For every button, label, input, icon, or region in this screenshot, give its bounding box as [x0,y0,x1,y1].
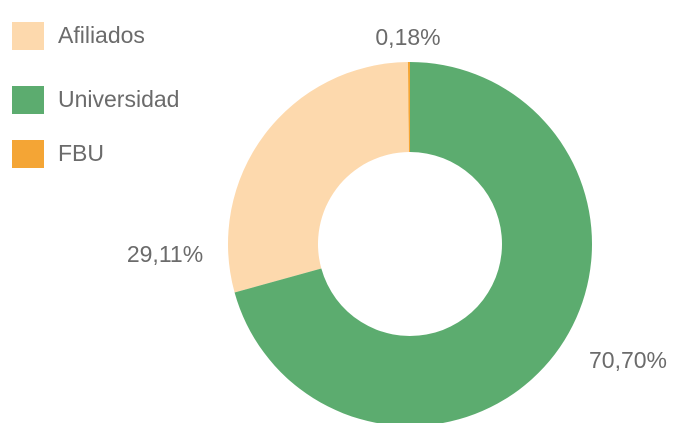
slice [407,62,410,153]
value-label: 0,18% [375,24,440,50]
legend-label: Universidad [58,86,179,112]
value-label: 70,70% [589,347,667,373]
slice [234,62,592,423]
legend-label: FBU [58,140,104,166]
legend-label: Afiliados [58,22,145,48]
legend-swatch [12,86,44,114]
value-label: 29,11% [127,241,203,267]
legend-swatch [12,22,44,50]
legend-swatch [12,140,44,168]
slice [228,62,409,293]
